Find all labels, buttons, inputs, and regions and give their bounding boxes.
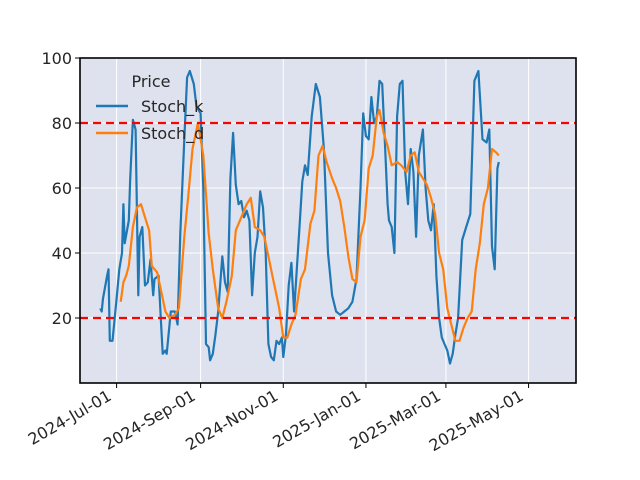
x-tick-label: 2024-Sep-01	[100, 386, 199, 454]
legend: Price Stoch_k Stoch_d	[96, 72, 204, 144]
series-line-stoch-d	[119, 108, 500, 342]
x-axis: 2024-Jul-012024-Sep-012024-Nov-012025-Ja…	[25, 383, 530, 455]
y-tick-label: 20	[52, 309, 72, 328]
series-group	[99, 69, 500, 365]
y-axis: 20 40 60 80 100	[41, 49, 80, 328]
reference-lines	[80, 121, 576, 320]
legend-title: Price	[131, 72, 170, 91]
x-tick-label: 2024-Nov-01	[182, 386, 281, 454]
series-line-stoch-k	[99, 69, 500, 365]
y-tick-label: 60	[52, 179, 72, 198]
legend-label-stoch-k: Stoch_k	[141, 97, 204, 117]
y-tick-label: 100	[41, 49, 72, 68]
x-tick-label: 2025-May-01	[426, 386, 527, 455]
legend-label-stoch-d: Stoch_d	[141, 124, 204, 144]
plot-frame	[79, 57, 577, 384]
plot-area	[80, 58, 576, 383]
y-tick-label: 40	[52, 244, 72, 263]
y-tick-label: 80	[52, 114, 72, 133]
